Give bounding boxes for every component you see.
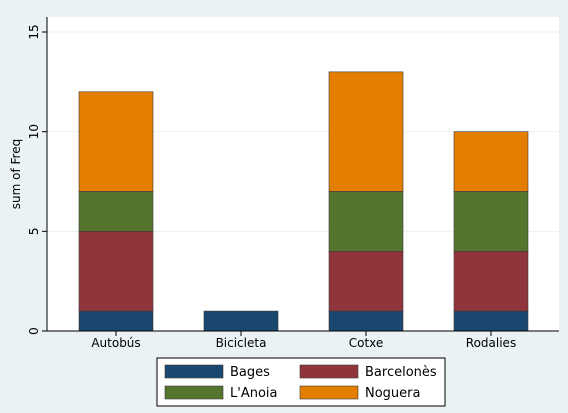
bar-segment [78, 231, 154, 312]
x-tick-label: Rodalies [466, 336, 516, 350]
legend: Bages Barcelonès L'Anoia Noguera [156, 357, 446, 407]
bar-segment [328, 191, 404, 252]
bar-segment [453, 191, 529, 252]
x-tick-label: Bicicleta [216, 336, 267, 350]
legend-swatch [164, 364, 224, 379]
bar-segment [203, 310, 279, 332]
bar-segment [453, 250, 529, 312]
y-axis-title: sum of Freq [9, 139, 23, 209]
bar-segment [328, 71, 404, 192]
legend-swatch [164, 385, 224, 400]
bar-segment [328, 310, 404, 332]
bar-segment [78, 310, 154, 332]
y-axis: 0 5 10 15 [27, 17, 48, 335]
legend-swatch [299, 385, 359, 400]
bar-segment [453, 131, 529, 192]
y-tick-label: 5 [27, 228, 41, 236]
legend-label: Bages [230, 365, 270, 380]
y-tick-label: 0 [27, 327, 41, 335]
x-tick-label: Cotxe [349, 336, 384, 350]
bar-segment [78, 191, 154, 232]
legend-label: L'Anoia [230, 386, 277, 401]
x-tick-label: Autobús [91, 336, 140, 350]
bars [78, 71, 529, 332]
x-axis: Autobús Bicicleta Cotxe Rodalies [47, 330, 559, 350]
y-tick-label: 10 [27, 124, 41, 139]
y-tick-label: 15 [27, 24, 41, 39]
legend-swatch [299, 364, 359, 379]
legend-label: Barcelonès [365, 365, 437, 380]
legend-label: Noguera [365, 386, 420, 401]
bar-segment [328, 250, 404, 312]
bar-segment [453, 310, 529, 332]
bar-segment [78, 91, 154, 192]
